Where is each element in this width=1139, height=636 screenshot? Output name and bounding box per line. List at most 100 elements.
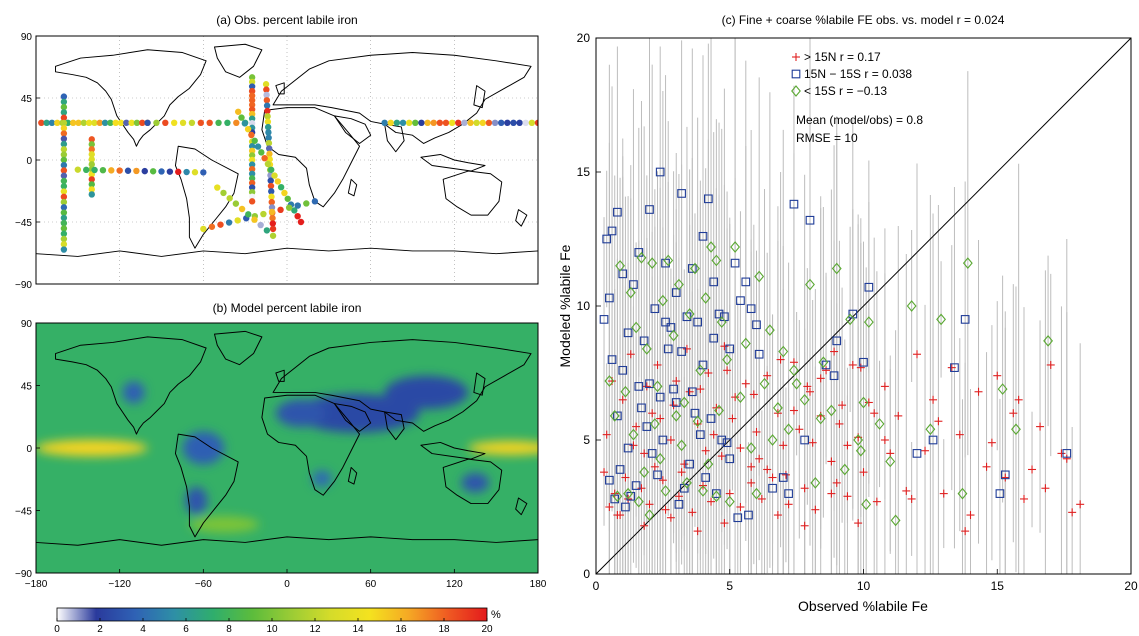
observation-dot — [381, 119, 388, 127]
data-point-square — [693, 317, 702, 327]
data-point-diamond — [789, 364, 799, 377]
observation-dot — [245, 211, 252, 218]
data-point-plus — [688, 508, 697, 517]
data-point-plus — [749, 390, 758, 399]
data-point-plus — [1036, 422, 1045, 431]
data-point-diamond — [997, 383, 1008, 395]
colorbar-tick-label: 4 — [140, 624, 146, 635]
data-point-diamond — [615, 259, 625, 272]
data-point-diamond — [676, 439, 687, 452]
panel-c-y-tick-label: 20 — [577, 31, 591, 45]
legend-marker-plus — [792, 53, 800, 61]
panel-a-y-tick-label: 45 — [21, 94, 33, 105]
observation-dot — [269, 225, 277, 233]
data-point-diamond — [764, 324, 775, 336]
data-point-square — [607, 226, 617, 236]
colorbar-unit: % — [491, 609, 501, 621]
data-point-square — [685, 459, 694, 469]
data-point-plus — [872, 497, 881, 506]
panel-c-error-bars — [603, 38, 1081, 574]
data-point-square — [677, 189, 686, 198]
data-point-square — [995, 489, 1005, 498]
heatmap-region — [185, 486, 208, 515]
observation-dot — [277, 206, 284, 214]
data-point-square — [709, 277, 719, 287]
observation-dot — [101, 119, 109, 127]
heatmap-region — [36, 439, 148, 457]
panel-c-xlabel: Observed %labile Fe — [798, 598, 928, 614]
observation-dot — [311, 198, 319, 205]
data-point-diamond — [690, 262, 700, 275]
data-point-plus — [856, 363, 865, 372]
observation-dot — [88, 161, 95, 168]
observation-dot — [294, 202, 301, 209]
observation-dot — [430, 119, 437, 127]
data-point-square — [634, 382, 644, 391]
data-point-plus — [870, 409, 879, 418]
observation-dot — [510, 119, 517, 127]
observation-dot — [88, 181, 95, 188]
data-point-plus — [720, 519, 729, 528]
data-point-plus — [1076, 500, 1085, 509]
data-point-plus — [632, 422, 641, 431]
observation-dot — [141, 167, 148, 175]
panel-c-x-tick-label: 15 — [991, 579, 1005, 593]
data-point-diamond — [759, 377, 770, 390]
legend-entry-north: > 15N r = 0.17 — [804, 50, 881, 64]
observation-dot — [516, 119, 523, 127]
data-point-diamond — [722, 353, 732, 366]
data-point-square — [912, 449, 922, 458]
data-point-diamond — [703, 458, 714, 470]
data-point-diamond — [674, 278, 684, 291]
observation-dot — [48, 119, 56, 127]
observation-dot — [504, 119, 511, 127]
observation-dot — [265, 134, 272, 142]
data-point-diamond — [810, 477, 821, 489]
observation-dot — [436, 119, 444, 127]
observation-dot — [60, 125, 68, 132]
data-point-square — [712, 489, 721, 498]
observation-dot — [214, 184, 221, 191]
observation-dot — [248, 165, 256, 173]
data-point-diamond — [740, 337, 751, 350]
data-point-diamond — [874, 418, 885, 430]
observation-dot — [139, 119, 146, 127]
panel-b-x-tick-label: 60 — [365, 579, 377, 590]
data-point-plus — [642, 382, 651, 391]
panel-c-ticks: 0 5 10 15 20 20 15 10 5 0 — [577, 31, 1138, 593]
panel-b-y-ticks: 90 45 0 −45 −90 — [15, 319, 40, 580]
observation-dot — [200, 169, 207, 176]
heatmap-region — [293, 393, 420, 433]
data-point-plus — [830, 347, 839, 356]
data-point-square — [859, 357, 868, 367]
data-point-plus — [1028, 465, 1037, 474]
observation-dot — [485, 119, 493, 127]
data-point-plus — [795, 425, 804, 434]
observation-dot — [144, 119, 151, 127]
panel-a: (a) Obs. percent labile iron 90 45 0 −45 −90 — [15, 13, 539, 291]
data-point-square — [800, 435, 809, 445]
heatmap-region — [384, 375, 469, 410]
data-point-diamond — [655, 452, 666, 465]
observation-dot — [265, 129, 272, 136]
observation-dot — [258, 149, 265, 156]
heatmap-region — [468, 441, 538, 455]
observation-dot — [277, 183, 285, 191]
data-point-plus — [613, 511, 622, 520]
data-point-plus — [618, 395, 627, 404]
data-point-square — [605, 293, 614, 303]
data-point-square — [701, 473, 711, 482]
panel-c-ylabel: Modeled %labile Fe — [557, 244, 573, 367]
data-point-diamond — [671, 410, 682, 422]
observation-dot — [248, 97, 256, 104]
data-point-plus — [811, 505, 820, 514]
data-point-diamond — [625, 286, 636, 299]
data-point-plus — [669, 401, 678, 410]
observation-dot — [248, 131, 255, 139]
panel-a-y-tick-label: −90 — [15, 280, 32, 291]
data-point-square — [725, 344, 735, 354]
data-point-plus — [880, 382, 889, 391]
observation-dot — [149, 168, 157, 175]
observation-dot — [60, 183, 68, 190]
observation-dot — [528, 119, 536, 127]
